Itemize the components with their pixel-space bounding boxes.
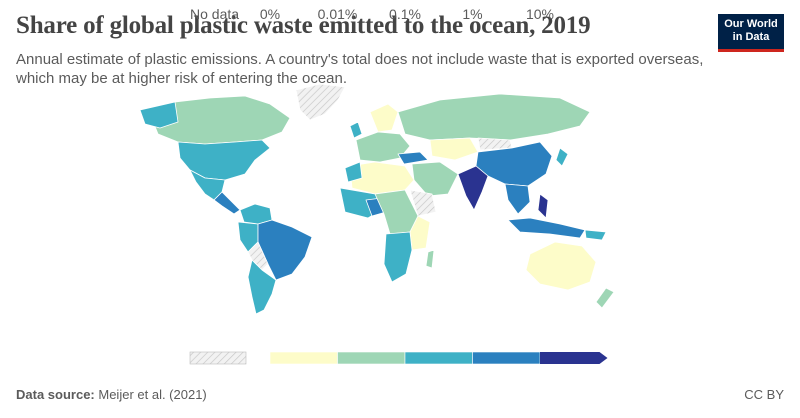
region-turkey[interactable]	[397, 151, 429, 165]
legend-bin-0[interactable]	[269, 351, 338, 365]
legend	[189, 351, 608, 365]
legend-bin-4[interactable]	[540, 352, 608, 364]
footer-source: Data source: Meijer et al. (2021)	[16, 387, 207, 402]
region-central-asia[interactable]	[429, 137, 479, 161]
region-papua[interactable]	[584, 229, 607, 241]
chart-subtitle: Annual estimate of plastic emissions. A …	[16, 51, 704, 87]
region-indonesia[interactable]	[507, 217, 586, 239]
legend-no-data-swatch	[189, 351, 247, 365]
legend-bin-2[interactable]	[404, 351, 473, 365]
legend-no-data-label: No data	[190, 6, 240, 22]
chart-title: Share of global plastic waste emitted to…	[16, 12, 591, 39]
region-india[interactable]	[457, 165, 489, 211]
region-australia[interactable]	[525, 241, 597, 291]
world-map[interactable]	[0, 82, 800, 322]
legend-tick-label: 1%	[462, 6, 483, 22]
region-greenland[interactable]	[295, 83, 346, 121]
source-label: Data source:	[16, 387, 95, 402]
region-europe[interactable]	[355, 131, 411, 163]
region-japan[interactable]	[555, 147, 569, 167]
region-horn-of-africa[interactable]	[409, 189, 437, 217]
license[interactable]: CC BY	[744, 387, 784, 402]
legend-tick-label: 10%	[525, 6, 555, 22]
region-philippines[interactable]	[537, 193, 549, 219]
region-scandinavia[interactable]	[369, 103, 399, 133]
region-southern-africa[interactable]	[383, 231, 413, 283]
region-uk[interactable]	[349, 121, 363, 139]
logo-line2: in Data	[732, 31, 770, 43]
region-southeast-asia[interactable]	[504, 183, 531, 215]
legend-tick-label: 0%	[259, 6, 281, 22]
region-morocco[interactable]	[344, 161, 363, 183]
owid-logo[interactable]: Our World in Data	[718, 14, 784, 52]
logo-line1: Our World	[724, 18, 778, 30]
source-value[interactable]: Meijer et al. (2021)	[98, 387, 207, 402]
region-argentina[interactable]	[247, 259, 277, 315]
region-brazil[interactable]	[257, 219, 313, 281]
legend-tick-label: 0.01%	[317, 6, 358, 22]
region-new-zealand[interactable]	[595, 287, 615, 309]
region-middle-east[interactable]	[411, 161, 459, 197]
region-alaska[interactable]	[139, 101, 179, 129]
region-russia[interactable]	[397, 93, 591, 141]
legend-bin-3[interactable]	[472, 351, 541, 365]
region-north-africa[interactable]	[349, 161, 415, 195]
region-usa[interactable]	[177, 139, 271, 181]
legend-tick-label: 0.1%	[389, 6, 421, 22]
legend-bin-1[interactable]	[337, 351, 406, 365]
region-madagascar[interactable]	[425, 249, 435, 269]
